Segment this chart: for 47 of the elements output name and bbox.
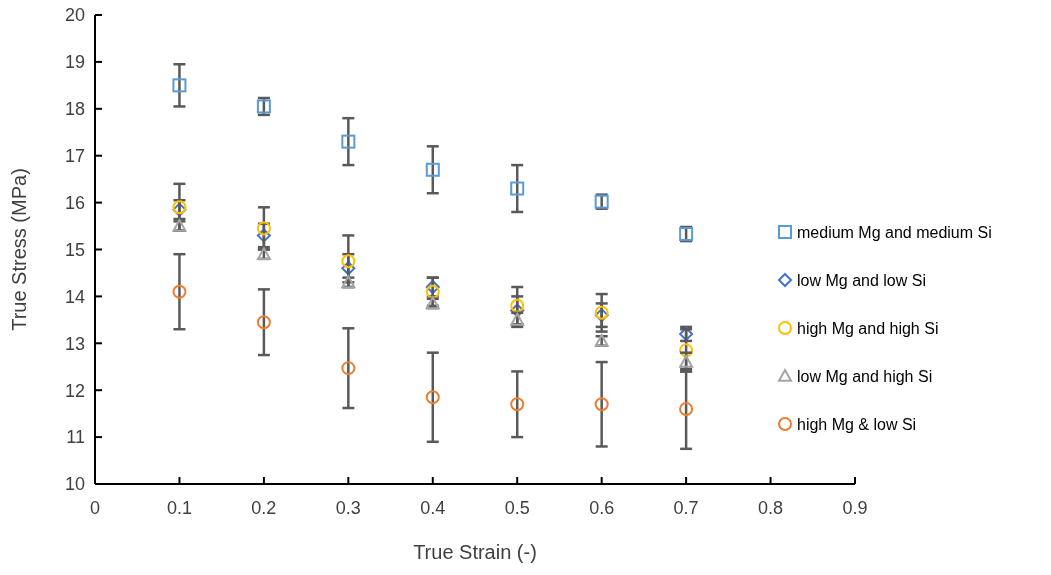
y-tick-label: 13 <box>64 333 85 354</box>
x-tick-label: 0.4 <box>420 498 446 518</box>
x-tick-label: 0.6 <box>589 498 615 518</box>
point <box>341 134 356 149</box>
point <box>172 284 187 299</box>
point <box>510 303 525 318</box>
point <box>425 162 440 177</box>
y-tick-label: 11 <box>66 427 85 448</box>
point <box>594 397 609 412</box>
x-tick-label: 0.2 <box>251 498 277 518</box>
x-axis-title: True Strain (-) <box>413 541 537 563</box>
point <box>256 228 271 243</box>
legend-label: low Mg and high Si <box>797 367 933 385</box>
legend-label: medium Mg and medium Si <box>797 223 992 241</box>
y-axis-title: True Stress (MPa) <box>8 168 30 331</box>
y-tick-label: 17 <box>64 146 85 166</box>
point <box>679 401 694 416</box>
x-tick-label: 0.8 <box>758 498 784 518</box>
y-tick-label: 14 <box>64 286 85 307</box>
x-tick-label: 0.3 <box>335 498 361 518</box>
point <box>341 361 356 376</box>
point <box>510 298 525 313</box>
x-tick-label: 0.9 <box>842 498 868 518</box>
y-tick-label: 12 <box>64 380 85 401</box>
legend-label: low Mg and low Si <box>797 271 926 289</box>
point <box>510 397 525 412</box>
point <box>256 315 271 330</box>
point <box>256 221 271 236</box>
point <box>425 284 440 299</box>
point <box>425 390 440 405</box>
point <box>341 261 356 276</box>
x-tick-label: 0 <box>89 498 101 518</box>
legend-label: high Mg and high Si <box>797 319 939 337</box>
y-tick-label: 18 <box>64 99 85 120</box>
point <box>341 254 356 269</box>
point <box>679 343 694 358</box>
x-tick-label: 0.5 <box>504 498 530 518</box>
y-tick-label: 15 <box>64 239 85 260</box>
x-tick-label: 0.1 <box>166 498 192 518</box>
point <box>172 78 187 93</box>
legend-label: high Mg & low Si <box>797 415 917 433</box>
y-tick-label: 20 <box>64 5 85 26</box>
y-tick-label: 10 <box>64 474 85 495</box>
x-tick-label: 0.7 <box>673 498 699 518</box>
y-tick-label: 19 <box>64 52 85 73</box>
point <box>510 181 525 196</box>
y-tick-label: 16 <box>64 192 85 213</box>
